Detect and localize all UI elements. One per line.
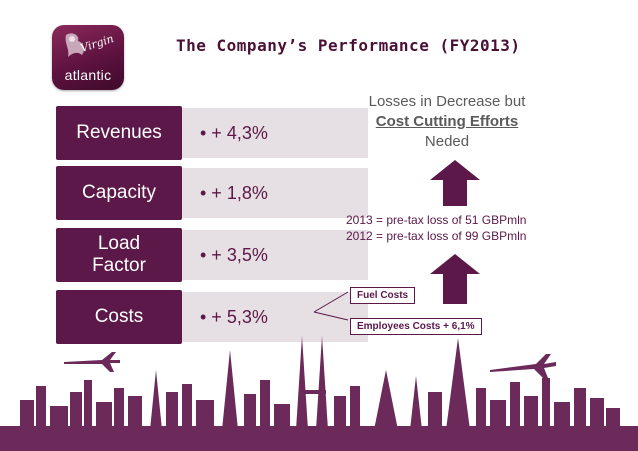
- pretax-2013: 2013 = pre-tax loss of 51 GBPmln: [346, 213, 527, 227]
- airplane-icon: [490, 354, 556, 378]
- metric-label-text: Load Factor: [92, 233, 146, 276]
- losses-line-3: Neded: [424, 133, 470, 150]
- employees-costs-tag: Employees Costs + 6,1%: [350, 318, 482, 335]
- up-arrow-icon: [430, 254, 480, 304]
- airplane-icon: [64, 352, 120, 372]
- losses-line-2: Cost Cutting Efforts: [375, 113, 519, 130]
- up-arrow-icon: [430, 160, 480, 206]
- metric-label: Revenues: [56, 106, 182, 160]
- metric-value: • + 4,3%: [182, 108, 368, 158]
- city-skyline: [0, 336, 638, 451]
- pinup-lady-icon: [65, 33, 85, 57]
- metric-label: Costs: [56, 290, 182, 344]
- metric-label: Load Factor: [56, 228, 182, 282]
- losses-note: Losses in Decrease but Cost Cutting Effo…: [342, 92, 552, 152]
- pretax-losses: 2013 = pre-tax loss of 51 GBPmln 2012 = …: [346, 212, 526, 244]
- fuel-costs-tag: Fuel Costs: [350, 287, 416, 304]
- losses-line-1: Losses in Decrease but: [368, 93, 526, 110]
- virgin-atlantic-logo: Virgin atlantic: [52, 25, 124, 90]
- pretax-2012: 2012 = pre-tax loss of 99 GBPmln: [346, 229, 527, 243]
- metric-label: Capacity: [56, 166, 182, 220]
- connector-lines: [313, 291, 349, 321]
- page-title: The Company’s Performance (FY2013): [176, 36, 521, 55]
- metric-value: • + 1,8%: [182, 168, 368, 218]
- metric-value: • + 3,5%: [182, 230, 368, 280]
- logo-wordmark: atlantic: [64, 67, 112, 83]
